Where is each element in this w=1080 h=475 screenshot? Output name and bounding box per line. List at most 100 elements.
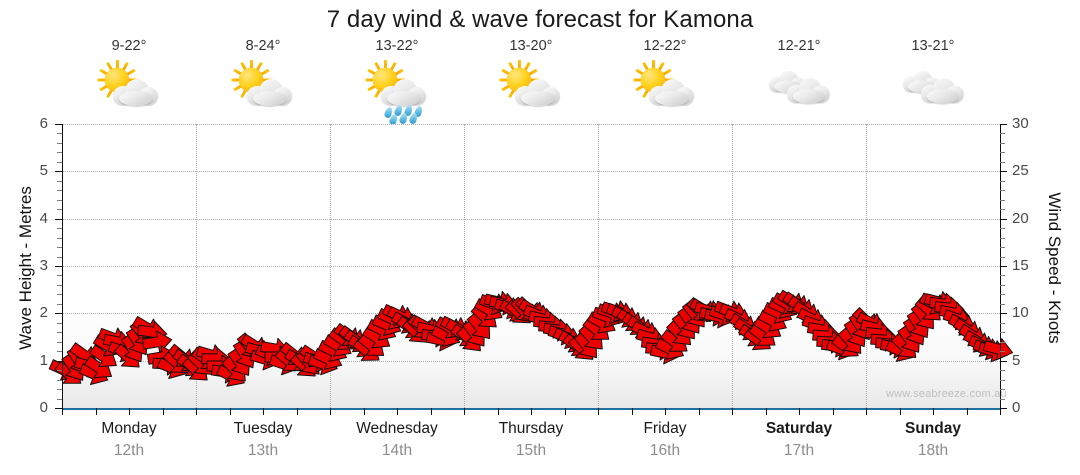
vertical-gridline [464,124,465,408]
y-axis-right-minor-tick [1000,341,1005,343]
y-axis-right-minor-tick [1000,152,1005,154]
y-axis-right-minor-tick [1000,294,1005,296]
y-axis-right-tick-label: 10 [1012,304,1029,322]
y-axis-left-tick-label: 1 [39,351,48,369]
x-axis-tick [799,408,800,415]
y-axis-left-minor-tick [57,209,62,211]
x-axis-tick [531,408,532,415]
y-axis-left-minor-tick [57,161,62,163]
vertical-gridline [866,124,867,408]
sun-cloud-rain-icon [361,58,433,126]
vertical-gridline [598,124,599,408]
sun-cloud-icon [495,58,567,120]
day-footer-monday: Monday 12th [62,418,196,470]
cloud-front-icon [921,77,965,106]
day-name-label: Tuesday [233,420,293,437]
y-axis-right-minor-tick [1000,142,1005,144]
y-axis-left-tick-label: 3 [39,257,48,274]
y-axis-left-minor-tick [57,228,62,230]
y-axis-right-minor-tick [1000,332,1005,334]
day-header-thursday: 13-20° [464,38,598,122]
y-axis-left-line [62,124,63,409]
y-axis-right-tick-label: 0 [1012,399,1021,416]
day-date-label: 12th [113,442,145,459]
y-axis-right-tick-label: 20 [1012,209,1029,227]
x-axis-tick [933,408,934,415]
day-header-tuesday: 8-24° [196,38,330,122]
y-axis-left-tick-label: 2 [39,304,48,322]
day-name-label: Monday [101,420,157,437]
y-axis-right-minor-tick [1000,275,1005,277]
day-name-label: Friday [643,420,687,437]
horizontal-gridline [62,124,1000,125]
y-axis-left-minor-tick [57,370,62,372]
x-axis-tick [296,408,298,415]
y-axis-right-tick [1000,360,1007,362]
x-axis-tick [95,408,97,415]
x-axis-tick [966,408,968,415]
day-header-friday: 12-22° [598,38,732,122]
y-axis-right-minor-tick [1000,351,1005,353]
y-axis-right-minor-tick [1000,247,1005,249]
x-axis-tick [598,408,599,415]
x-axis-tick [397,408,398,415]
day-name-label: Sunday [905,420,961,437]
day-footer-thursday: Thursday 15th [464,418,598,470]
x-axis-tick [631,408,633,415]
wind-arrow-series [49,124,1013,408]
x-axis-tick [263,408,264,415]
cloud-icon [515,78,561,108]
y-axis-right-title: Wind Speed - Knots [1045,192,1064,344]
day-name-label: Thursday [498,420,564,437]
day-temperature-range: 13-21° [911,38,955,54]
y-axis-right-minor-tick [1000,209,1005,211]
day-date-label: 17th [783,442,815,459]
watermark: www.seabreeze.com.au [886,388,1007,400]
y-axis-left-tick [55,266,62,267]
y-axis-right-minor-tick [1000,190,1005,192]
day-name-label: Wednesday [356,420,438,437]
vertical-gridline [196,124,197,408]
sun-cloud-icon [629,58,701,120]
day-header-wednesday: 13-22° [330,38,464,126]
y-axis-left-minor-tick [57,180,62,182]
horizontal-gridline [62,266,1000,267]
day-footer-tuesday: Tuesday 13th [196,418,330,470]
cloud-icon [381,78,427,108]
x-axis-tick [464,408,465,415]
day-date-label: 16th [649,442,681,459]
day-footer-saturday: Saturday 17th [732,418,866,470]
day-date-label: 15th [515,442,547,459]
y-axis-left-tick-label: 6 [39,115,48,132]
cloudy-icon [897,58,969,120]
sun-cloud-icon [227,58,299,120]
y-axis-right-tick-label: 5 [1012,351,1021,369]
y-axis-left-minor-tick [57,237,62,239]
y-axis-left-minor-tick [57,341,62,343]
x-axis-tick [899,408,901,415]
y-axis-left-minor-tick [57,351,62,353]
x-axis-tick [866,408,867,415]
y-axis-left-minor-tick [57,199,62,201]
y-axis-left-minor-tick [57,284,62,286]
y-axis-left-minor-tick [57,389,62,391]
y-axis-right-minor-tick [1000,256,1005,258]
x-axis-tick [62,408,63,415]
wind-direction-arrow [142,330,173,353]
x-axis-tick [129,408,130,415]
day-header-sunday: 13-21° [866,38,1000,122]
cloud-icon [113,78,159,108]
y-axis-right-minor-tick [1000,379,1005,381]
day-temperature-range: 13-22° [375,38,419,54]
y-axis-left-minor-tick [57,275,62,277]
cloud-front-icon [787,77,831,106]
day-name-label: Saturday [765,420,833,437]
sun-cloud-icon [93,58,165,120]
y-axis-right-minor-tick [1000,180,1005,182]
cloud-icon [649,78,695,108]
y-axis-right-minor-tick [1000,370,1005,372]
y-axis-left-minor-tick [57,332,62,334]
y-axis-right-minor-tick [1000,237,1005,239]
y-axis-left-tick-label: 5 [39,162,48,180]
x-axis-tick [196,408,197,415]
